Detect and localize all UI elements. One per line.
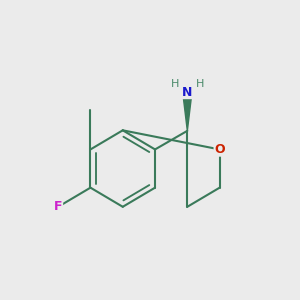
Text: H: H [171, 79, 179, 89]
Polygon shape [183, 92, 192, 131]
Text: H: H [196, 79, 204, 89]
Text: O: O [214, 143, 225, 156]
Text: F: F [54, 200, 62, 213]
Text: N: N [182, 85, 193, 99]
